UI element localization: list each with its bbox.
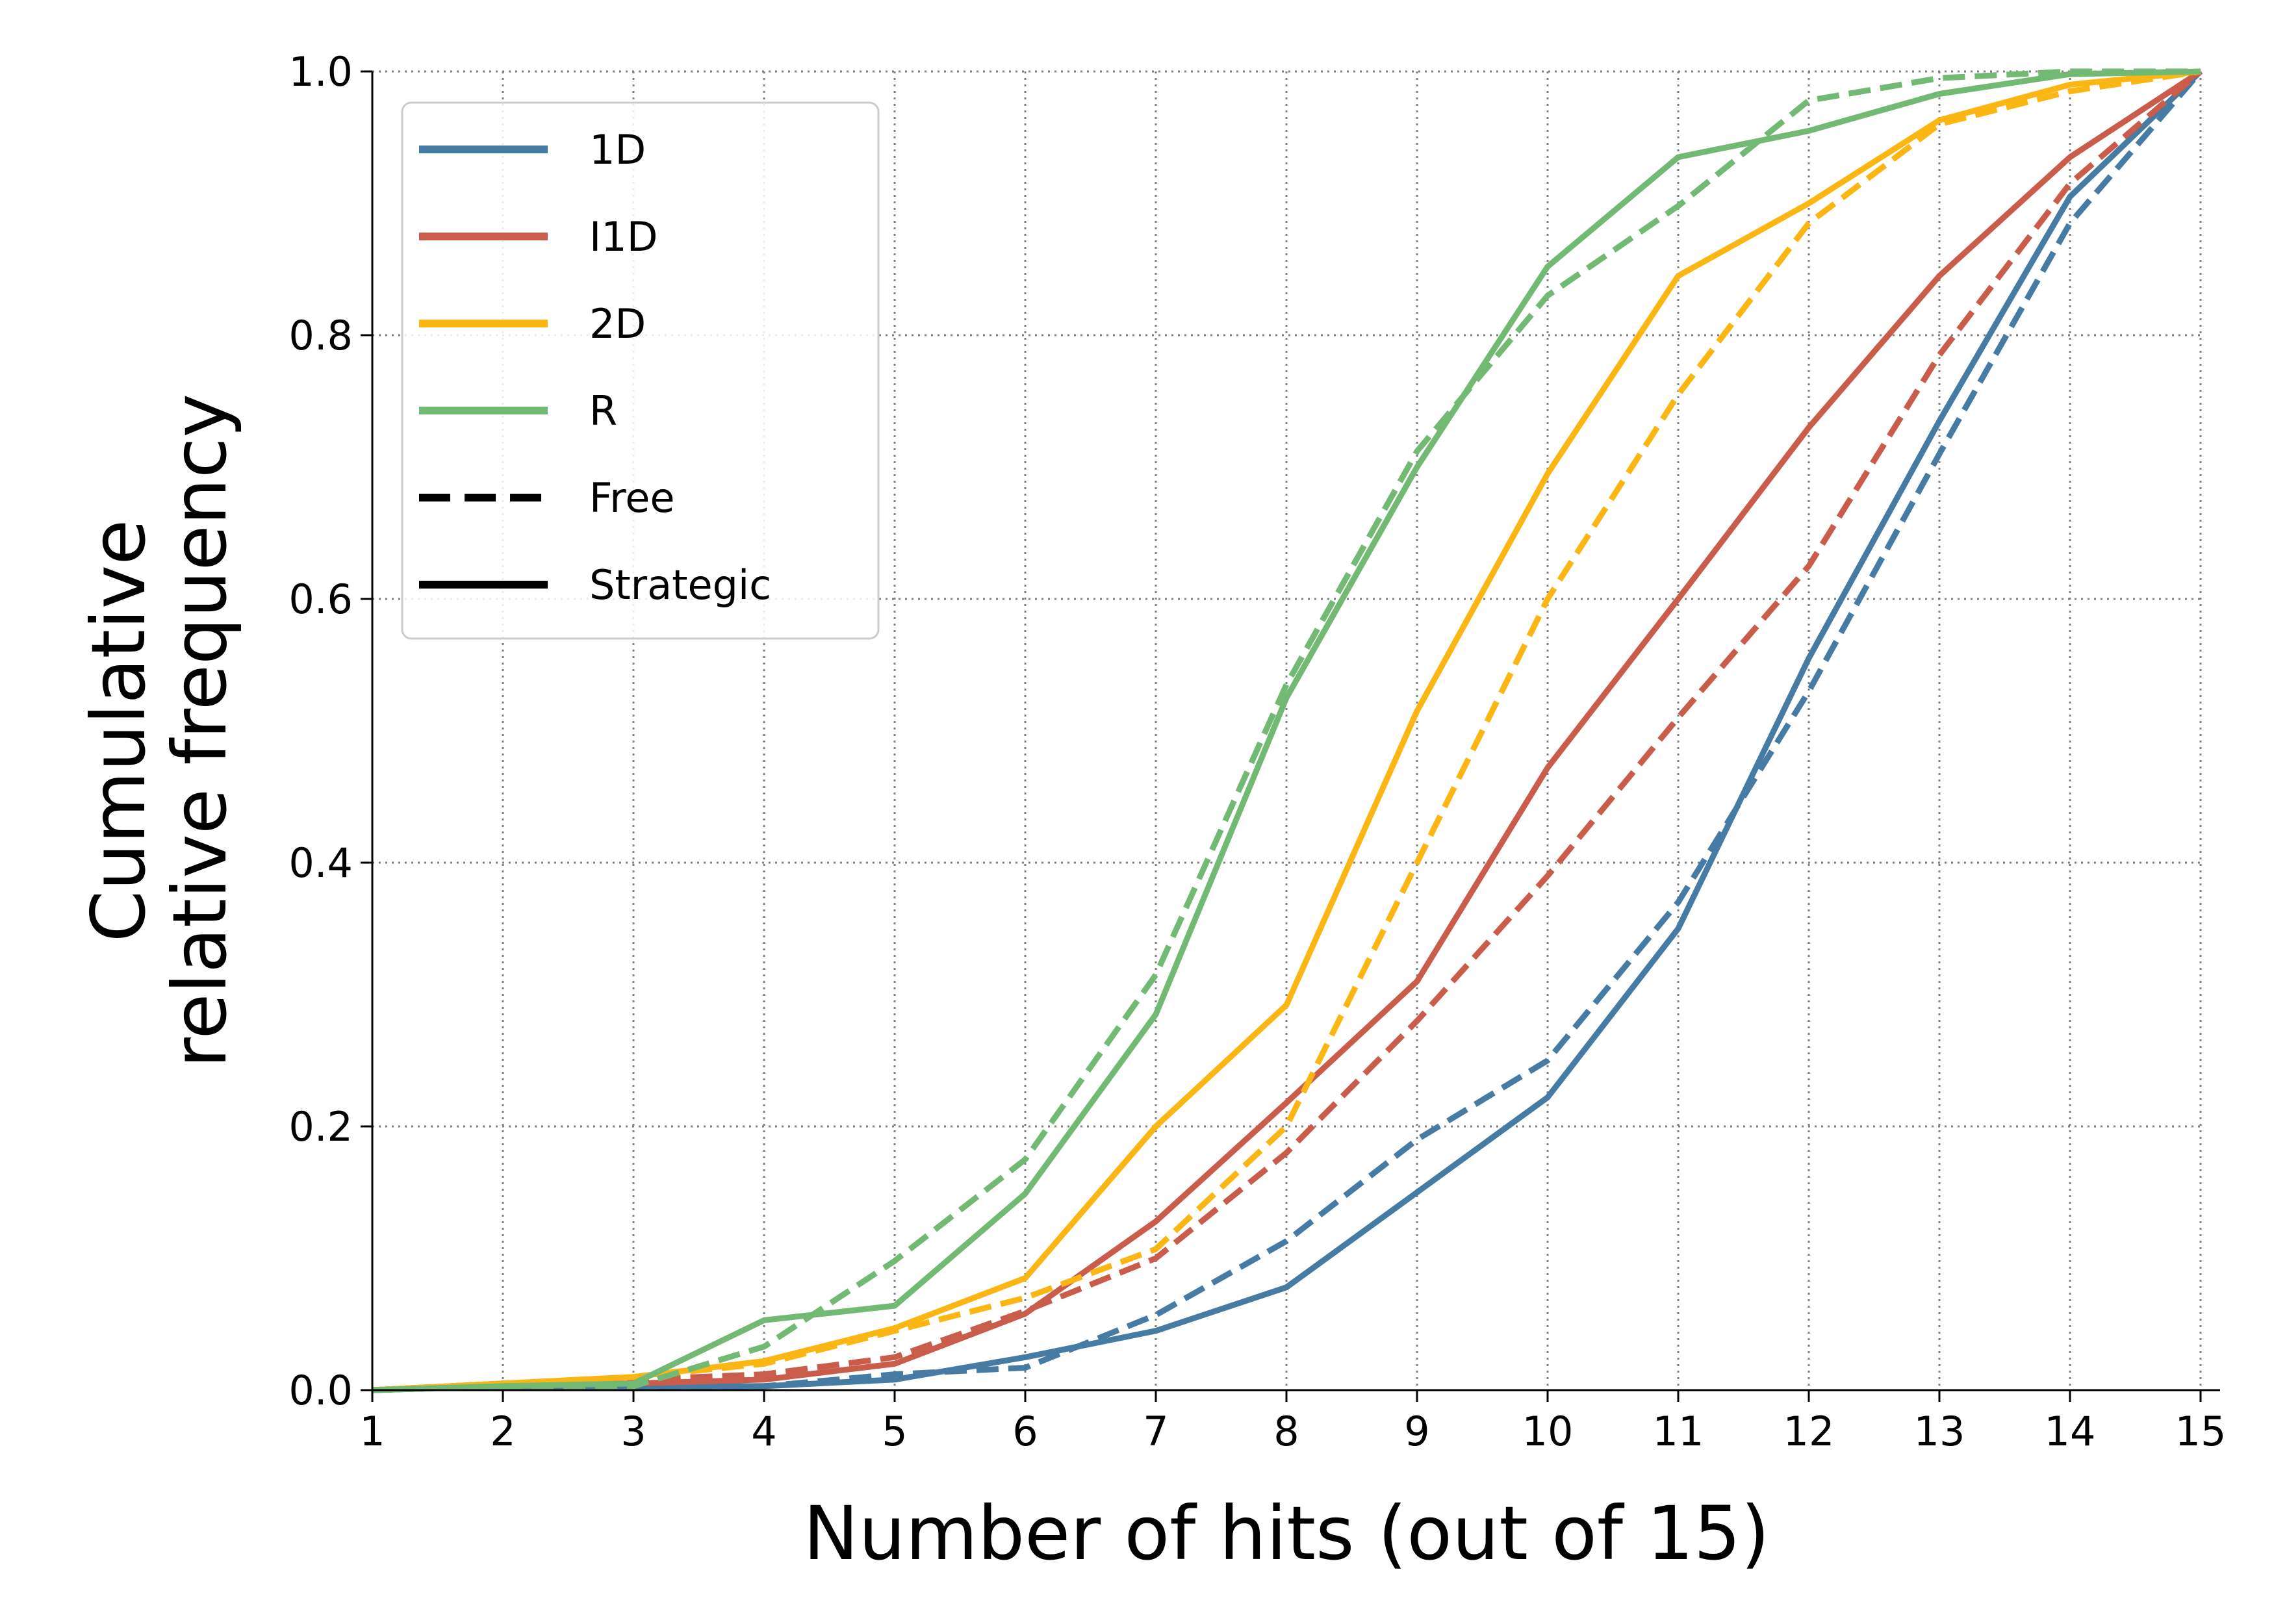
y-tick-label-0.4: 0.4 <box>288 839 353 887</box>
legend: 1D I1D 2D R Free Strategic <box>401 101 880 640</box>
legend-box <box>401 101 880 640</box>
y-axis-title-line-2: relative frequency <box>157 394 243 1068</box>
y-tick-label-0.0: 0.0 <box>288 1367 353 1414</box>
legend-label-r: R <box>589 387 617 435</box>
y-tick-label-0.2: 0.2 <box>288 1103 353 1150</box>
x-tick-label-12: 12 <box>1783 1408 1835 1455</box>
legend-label-i1d: I1D <box>589 213 658 260</box>
x-axis-title: Number of hits (out of 15) <box>803 1490 1770 1577</box>
x-tick-label-13: 13 <box>1914 1408 1965 1455</box>
x-tick-label-6: 6 <box>1012 1408 1038 1455</box>
x-tick-label-3: 3 <box>620 1408 646 1455</box>
x-tick-label-9: 9 <box>1404 1408 1429 1455</box>
legend-label-2d: 2D <box>589 300 646 348</box>
y-tick-label-0.8: 0.8 <box>288 312 353 359</box>
x-tick-label-7: 7 <box>1143 1408 1168 1455</box>
x-tick-label-4: 4 <box>751 1408 776 1455</box>
series-line-1d-strategic <box>372 69 2203 1393</box>
legend-label-strategic: Strategic <box>589 561 771 609</box>
x-tick-label-11: 11 <box>1653 1408 1704 1455</box>
x-tick-label-10: 10 <box>1522 1408 1574 1455</box>
series-line-i1d-strategic <box>372 69 2203 1393</box>
legend-label-1d: 1D <box>589 126 646 173</box>
x-tick-label-15: 15 <box>2175 1408 2227 1455</box>
series-line-i1d-free <box>372 69 2203 1393</box>
x-tick-label-1: 1 <box>359 1408 385 1455</box>
x-tick-label-14: 14 <box>2045 1408 2096 1455</box>
y-axis-title-line-1: Cumulative <box>75 520 162 943</box>
tick-labels: 1 2 3 4 5 6 7 8 9 10 11 12 13 14 150.00.20.40.60.81.0 <box>288 48 2226 1455</box>
series-lines <box>372 68 2203 1393</box>
x-tick-label-8: 8 <box>1273 1408 1299 1455</box>
axes <box>361 70 2220 1402</box>
series-line-r-strategic <box>372 68 2201 1393</box>
y-axis-title: Cumulativerelative frequency <box>75 394 243 1068</box>
grid <box>372 70 2202 1390</box>
legend-label-free: Free <box>589 474 675 522</box>
x-tick-label-2: 2 <box>490 1408 515 1455</box>
x-tick-label-5: 5 <box>882 1408 907 1455</box>
y-tick-label-0.6: 0.6 <box>288 576 353 623</box>
y-tick-label-1.0: 1.0 <box>288 48 353 95</box>
series-line-r-free <box>372 68 2201 1393</box>
